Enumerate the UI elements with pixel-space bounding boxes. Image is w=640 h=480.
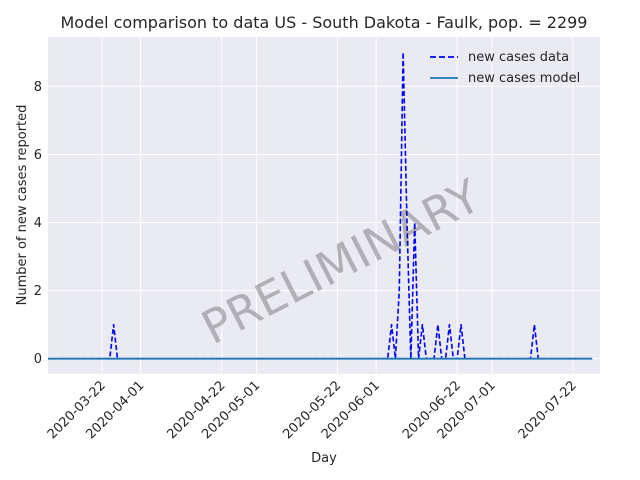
legend: new cases data new cases model xyxy=(430,50,580,86)
series-layer xyxy=(48,51,593,360)
x-axis-label: Day xyxy=(311,451,337,466)
y-tick-label: 6 xyxy=(34,148,42,163)
y-axis-label: Number of new cases reported xyxy=(15,105,30,306)
y-tick-label: 0 xyxy=(34,352,42,367)
chart-title: Model comparison to data US - South Dako… xyxy=(61,13,588,32)
legend-model-label: new cases model xyxy=(468,71,580,86)
legend-data-label: new cases data xyxy=(468,50,569,65)
y-tick-label: 4 xyxy=(34,216,42,231)
grid xyxy=(48,37,600,374)
plot-area xyxy=(48,37,600,374)
y-tick-label: 8 xyxy=(34,80,42,95)
y-tick-label: 2 xyxy=(34,284,42,299)
y-axis-ticks: 0 2 4 6 8 xyxy=(34,80,42,367)
